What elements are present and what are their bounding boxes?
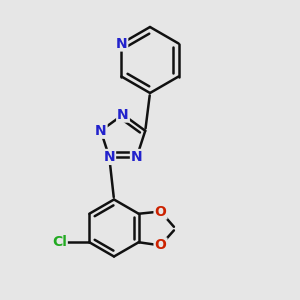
Text: Cl: Cl [52, 235, 67, 249]
Text: N: N [131, 150, 142, 164]
Text: N: N [95, 124, 106, 138]
Text: N: N [116, 37, 127, 50]
Text: O: O [154, 205, 166, 218]
Text: N: N [103, 150, 115, 164]
Text: O: O [154, 238, 166, 252]
Text: N: N [117, 108, 129, 122]
